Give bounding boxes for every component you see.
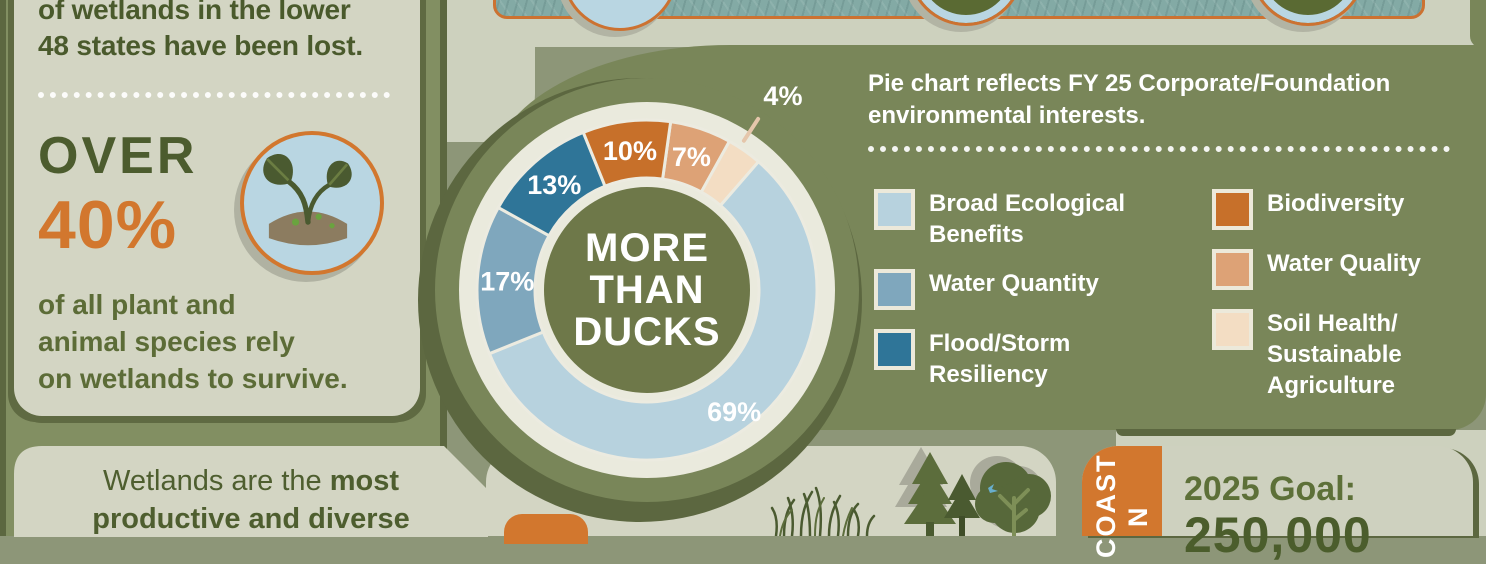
legend-item: Broad Ecological Benefits bbox=[874, 188, 1125, 250]
coast-tab bbox=[1082, 446, 1162, 536]
page-left-edge-shadow bbox=[0, 0, 6, 536]
pie-leader-line bbox=[741, 116, 761, 143]
pie-slice-percent-label: 10% bbox=[603, 136, 657, 166]
legend-label: Water Quality bbox=[1267, 250, 1421, 277]
legend-swatch bbox=[1212, 309, 1253, 350]
productive-line2: productive and diverse bbox=[92, 503, 410, 535]
plant-sprout-icon bbox=[240, 131, 384, 275]
species-line2: animal species rely bbox=[38, 326, 295, 357]
pine-tree-small bbox=[944, 474, 980, 536]
olive-panel-top-right bbox=[1470, 0, 1486, 48]
coast-tab-line2: N bbox=[1123, 505, 1153, 528]
productive-line1-bold: most bbox=[329, 465, 400, 497]
pie-note-line1: Pie chart reflects FY 25 Corporate/Found… bbox=[868, 70, 1391, 97]
productive-line1: Wetlands are the most bbox=[14, 462, 488, 500]
pie-center-disc bbox=[544, 187, 750, 393]
wetlands-productive-text: Wetlands are the most productive and div… bbox=[14, 462, 488, 538]
coast-tab-line1: COAST bbox=[1091, 453, 1121, 559]
wetlands-productive-card bbox=[14, 446, 488, 537]
olive-panel-bottom-shadow bbox=[1116, 429, 1456, 436]
pie-center-label-line3: DUCKS bbox=[573, 310, 720, 354]
plant-sprout-graphic bbox=[263, 153, 352, 246]
species-line3: on wetlands to survive. bbox=[38, 363, 348, 394]
species-line1: of all plant and bbox=[38, 289, 236, 320]
over-label: OVER bbox=[38, 127, 198, 185]
pine-tree-large bbox=[904, 452, 956, 536]
legend-label: Biodiversity bbox=[1267, 190, 1405, 217]
dotted-divider-left bbox=[38, 92, 390, 98]
pie-slice-broad-ecological-benefits bbox=[487, 160, 819, 462]
pie-note: Pie chart reflects FY 25 Corporate/Found… bbox=[868, 68, 1390, 132]
forty-percent-value: 40% bbox=[38, 187, 178, 263]
pie-slice-percent-label: 69% bbox=[707, 397, 761, 427]
wetlands-lost-line1: of wetlands in the lower bbox=[38, 0, 351, 25]
legend-item: Biodiversity bbox=[1212, 188, 1421, 230]
bird-icon bbox=[988, 484, 998, 493]
grass-illustration bbox=[770, 486, 876, 536]
pie-slice-percent-label: 13% bbox=[527, 170, 581, 200]
round-tree bbox=[975, 462, 1051, 536]
goal-value: 250,000 bbox=[1184, 507, 1372, 563]
pie-slice-biodiversity bbox=[581, 118, 673, 188]
legend-swatch bbox=[874, 269, 915, 310]
legend-swatch bbox=[874, 189, 915, 230]
legend-item: Soil Health/Sustainable Agriculture bbox=[1212, 308, 1421, 401]
pie-center-label-line1: MORE bbox=[585, 226, 709, 270]
pie-slice-percent-label: 4% bbox=[763, 81, 802, 111]
wetlands-lost-line2: 48 states have been lost. bbox=[38, 30, 363, 61]
species-rely-text: of all plant and animal species rely on … bbox=[38, 286, 348, 397]
pie-slice-percent-label: 7% bbox=[672, 142, 711, 172]
pie-note-line2: environmental interests. bbox=[868, 102, 1146, 129]
legend-label: Broad Ecological Benefits bbox=[929, 190, 1126, 248]
dotted-divider-panel bbox=[868, 146, 1450, 152]
productive-line1-regular: Wetlands are the bbox=[102, 465, 330, 497]
legend-item: Water Quantity bbox=[874, 268, 1125, 310]
legend-label: Water Quantity bbox=[929, 270, 1099, 297]
legend-item: Flood/Storm Resiliency bbox=[874, 328, 1125, 390]
legend-swatch bbox=[1212, 249, 1253, 290]
pie-center-label-line2: THAN bbox=[589, 268, 704, 312]
wetlands-lost-text: of wetlands in the lower 48 states have … bbox=[38, 0, 363, 64]
legend-label: Flood/Storm Resiliency bbox=[929, 330, 1071, 388]
legend-column-1: Broad Ecological Benefits Water Quantity Fl… bbox=[874, 188, 1125, 390]
legend-swatch bbox=[874, 329, 915, 370]
trees-illustration bbox=[895, 447, 1051, 536]
legend-swatch bbox=[1212, 189, 1253, 230]
legend-column-2: Biodiversity Water Quality Soil Health/Sus… bbox=[1212, 188, 1421, 401]
goal-label: 2025 Goal: bbox=[1184, 470, 1356, 508]
coast-tab-text: COAST N bbox=[1090, 388, 1154, 559]
legend-label: Soil Health/Sustainable Agriculture bbox=[1267, 310, 1402, 399]
legend-item: Water Quality bbox=[1212, 248, 1421, 290]
pie-slice-percent-label: 17% bbox=[480, 266, 534, 296]
